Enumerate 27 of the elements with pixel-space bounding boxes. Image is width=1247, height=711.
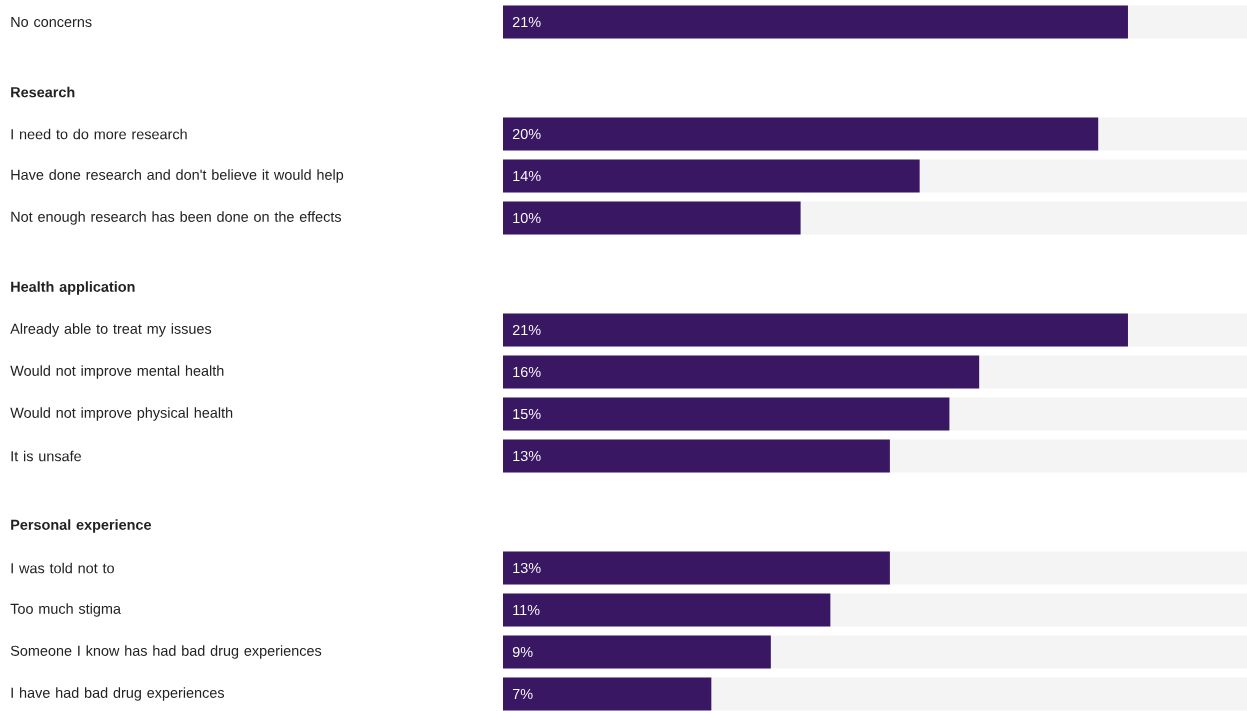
y-tick-label: I was told not to [11,562,114,574]
y-tick-label: Research [11,86,75,98]
y-tick-label: No concerns [11,16,92,28]
y-tick-label: Someone I know has had bad drug experiences [10,645,322,659]
y-tick-label: Already able to treat my issues [10,323,212,337]
y-tick-label: Personal experience [11,519,152,533]
data-label: 21% [512,324,541,336]
data-label: 7% [512,688,533,700]
data-label: 16% [513,366,541,378]
y-tick-label: Would not improve physical health [10,407,233,421]
data-label: 13% [513,562,541,574]
y-tick-label: Too much stigma [10,603,121,617]
data-label: 20% [512,128,541,140]
y-tick-label: It is unsafe [11,450,82,462]
data-label: 15% [513,408,541,420]
y-tick-label: Health application [11,281,135,295]
y-tick-label: Have done research and don't believe it would help [11,169,344,183]
y-tick-label: I need to do more research [11,128,187,140]
y-tick-label: I have had bad drug experiences [11,687,225,701]
data-label: 14% [513,170,541,182]
data-label: 21% [512,16,541,28]
y-tick-label: Would not improve mental health [10,365,224,379]
data-label: 9% [512,646,533,658]
data-label: 11% [513,604,540,616]
y-tick-label: Not enough research has been done on the effects [11,211,342,225]
data-label: 10% [513,212,541,224]
data-label: 13% [513,450,541,462]
